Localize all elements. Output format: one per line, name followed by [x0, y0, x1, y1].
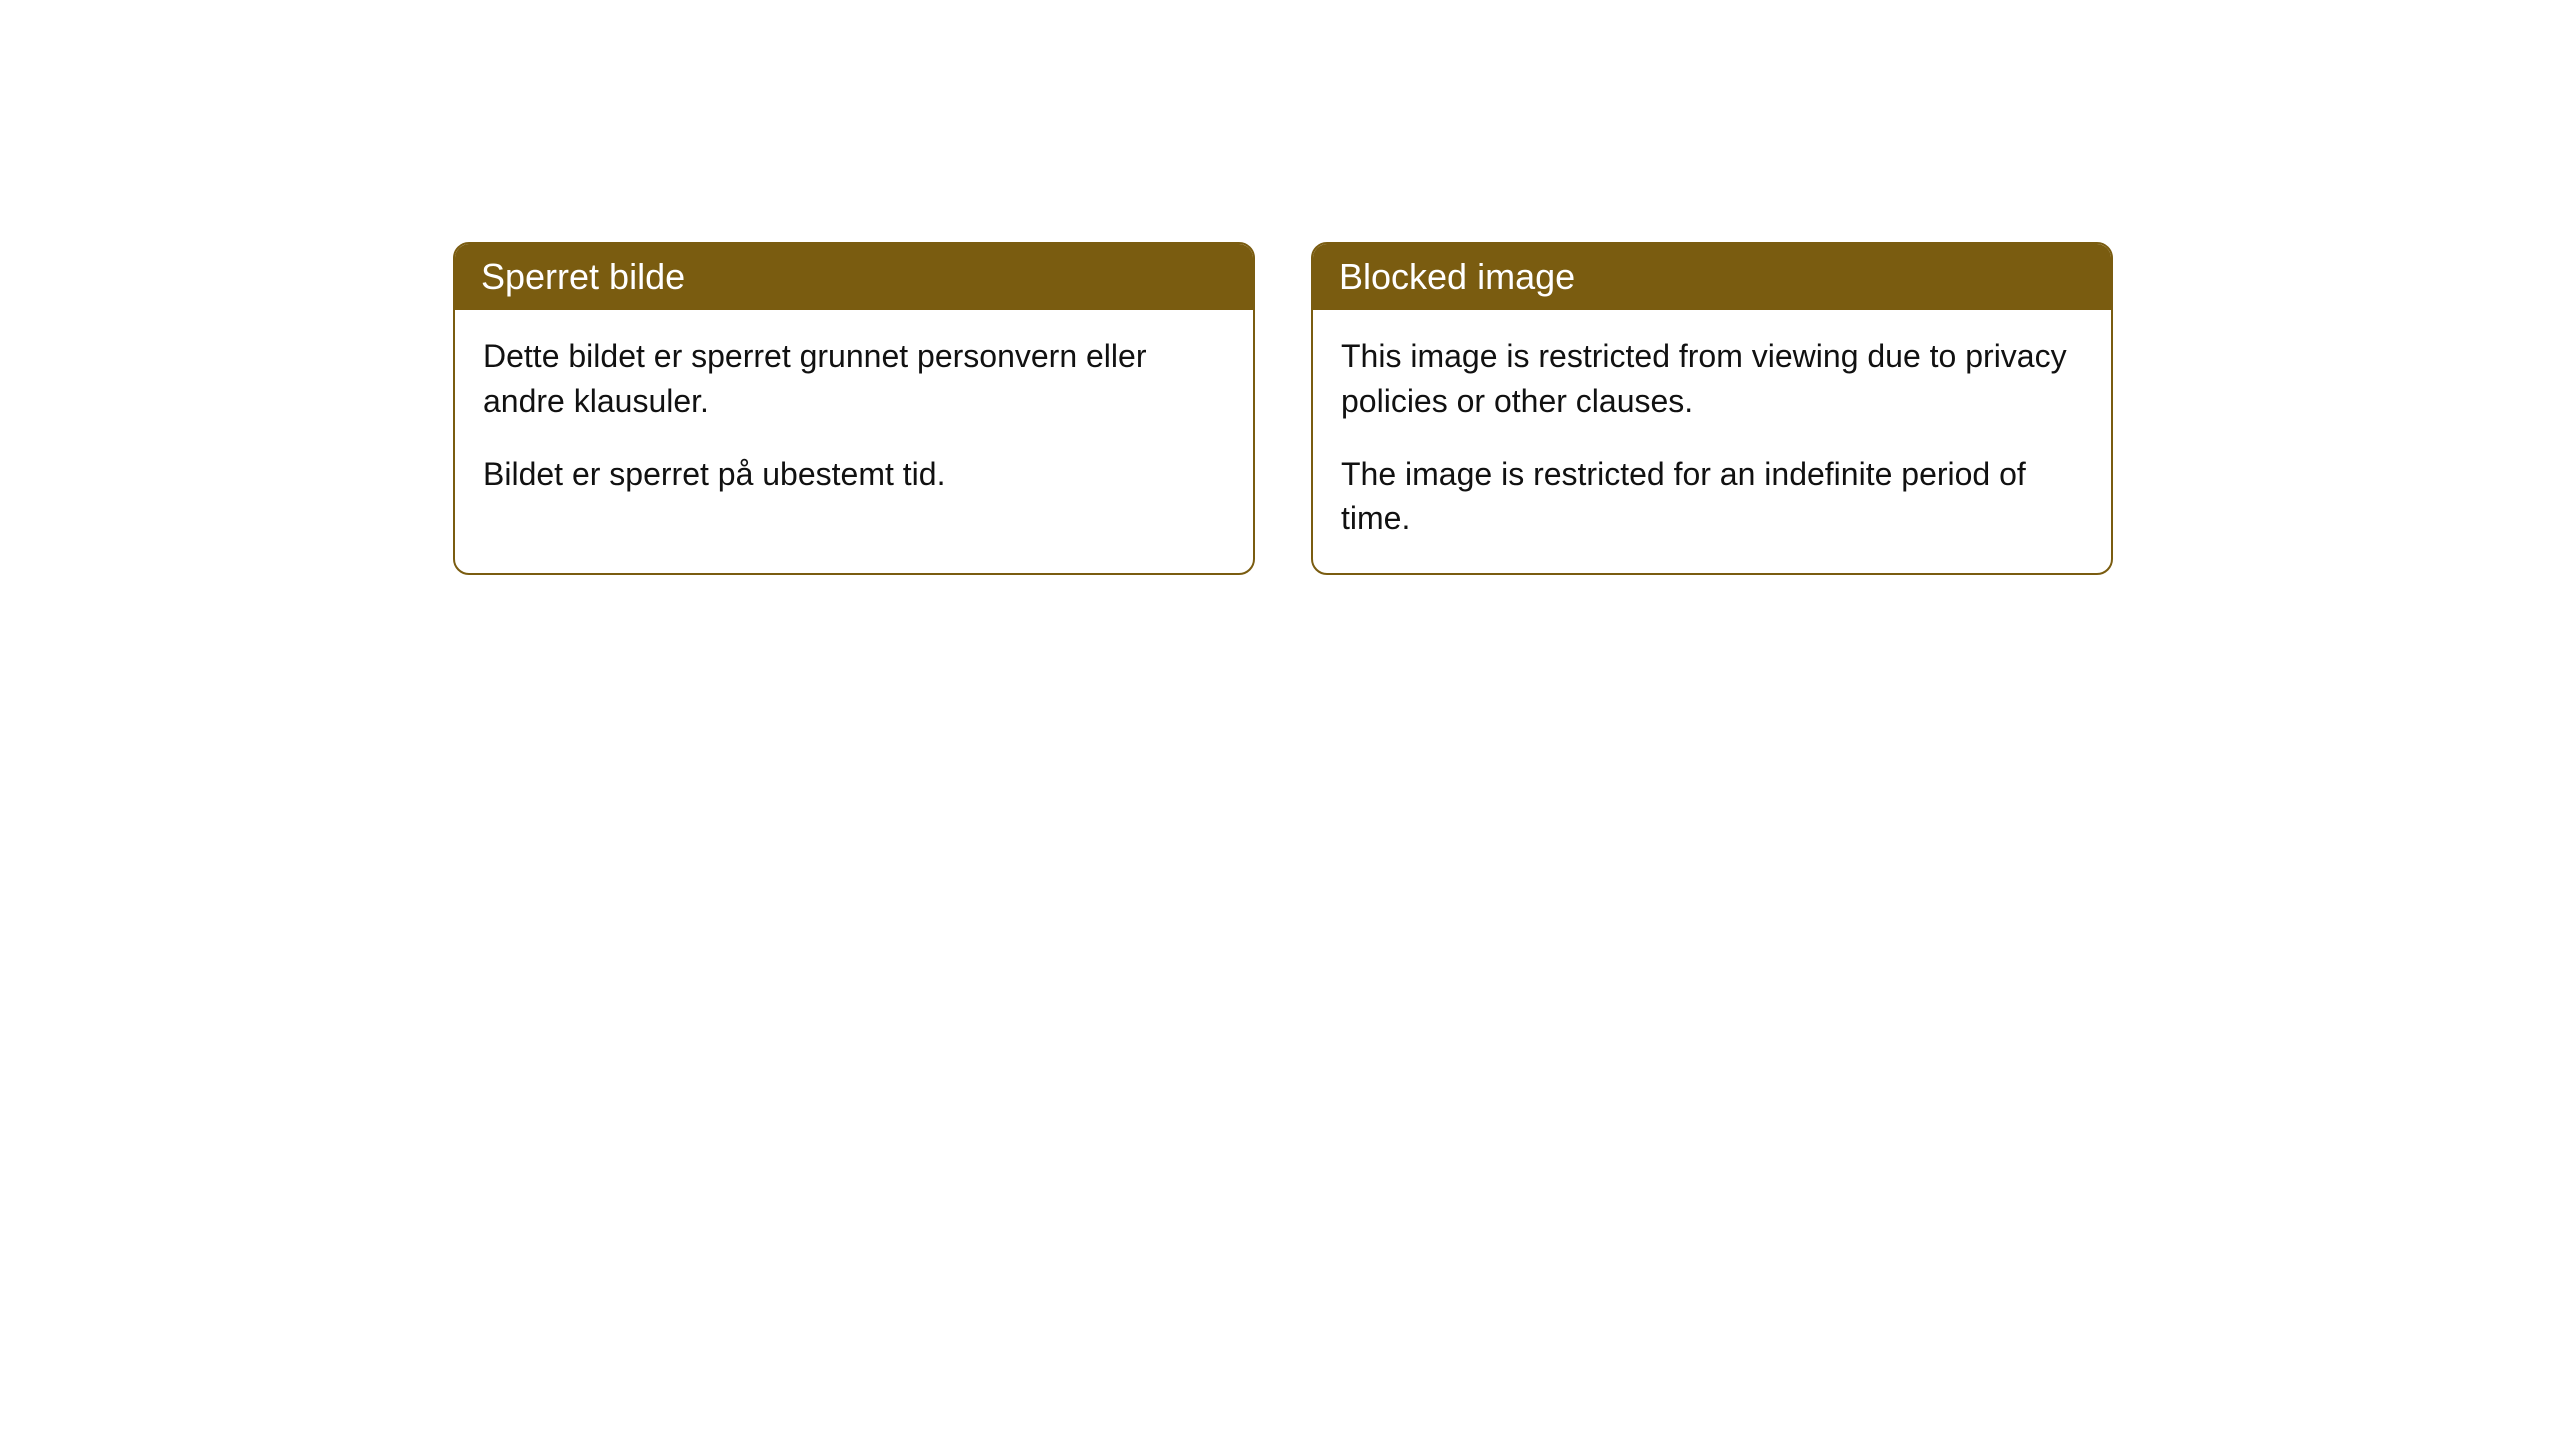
card-body: This image is restricted from viewing du… [1313, 310, 2111, 573]
card-header: Blocked image [1313, 244, 2111, 310]
card-title: Blocked image [1339, 256, 1575, 297]
card-title: Sperret bilde [481, 256, 685, 297]
notice-cards-container: Sperret bilde Dette bildet er sperret gr… [453, 242, 2113, 575]
card-body: Dette bildet er sperret grunnet personve… [455, 310, 1253, 528]
card-header: Sperret bilde [455, 244, 1253, 310]
notice-card-norwegian: Sperret bilde Dette bildet er sperret gr… [453, 242, 1255, 575]
card-paragraph: The image is restricted for an indefinit… [1341, 452, 2083, 542]
card-paragraph: Bildet er sperret på ubestemt tid. [483, 452, 1225, 497]
card-paragraph: This image is restricted from viewing du… [1341, 334, 2083, 424]
notice-card-english: Blocked image This image is restricted f… [1311, 242, 2113, 575]
card-paragraph: Dette bildet er sperret grunnet personve… [483, 334, 1225, 424]
